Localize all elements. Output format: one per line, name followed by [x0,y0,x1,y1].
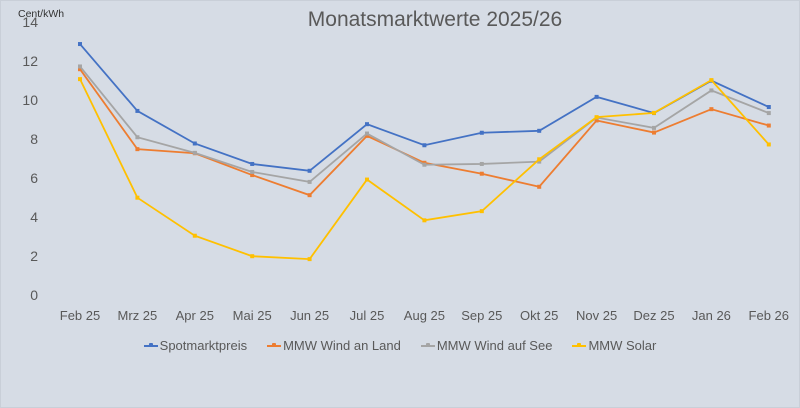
x-tick-label: Apr 25 [176,308,214,323]
y-axis-unit-label: Cent/kWh [18,8,65,20]
data-point-marker [766,111,771,116]
chart-title: Monatsmarktwerte 2025/26 [307,8,563,31]
data-point-marker [307,257,312,262]
legend-label: MMW Wind an Land [283,338,401,353]
data-point-marker [78,42,82,47]
y-tick-label: 2 [30,248,38,264]
data-point-marker [422,218,427,223]
data-point-marker [537,128,542,133]
series-line [79,68,770,197]
legend-line-marker-icon [420,343,435,347]
data-point-marker [78,77,82,82]
data-point-marker [766,123,771,128]
data-point-marker [422,162,427,167]
data-point-marker [135,147,140,152]
y-tick-label: 8 [30,131,38,147]
x-tick-label: Aug 25 [404,308,445,323]
x-tick-label: Jun 25 [290,308,329,323]
x-tick-label: Mai 25 [233,308,272,323]
data-point-marker [365,177,369,182]
data-point-marker [709,107,714,112]
data-point-marker [250,173,255,178]
data-point-marker [192,141,197,146]
y-tick-label: 14 [22,14,38,30]
y-tick-label: 12 [22,53,38,69]
legend-line-marker-icon [143,343,158,347]
y-tick-label: 0 [30,287,38,303]
data-point-marker [307,179,312,184]
legend-item: MMW Wind an Land [267,338,401,353]
x-tick-label: Jul 25 [350,308,385,323]
data-point-marker [365,133,369,138]
data-point-marker [479,171,484,176]
data-point-marker [766,142,771,147]
data-point-marker [594,94,599,99]
data-point-marker [479,130,484,135]
x-tick-label: Nov 25 [576,308,617,323]
data-point-marker [479,209,484,214]
data-point-marker [250,169,255,174]
x-tick-label: Okt 25 [520,308,558,323]
data-point-marker [422,143,427,148]
data-point-marker [135,108,140,113]
data-point-marker [709,78,714,83]
data-point-marker [135,195,140,200]
x-tick-label: Feb 26 [749,308,789,323]
legend-label: Spotmarktpreis [159,338,248,353]
y-tick-label: 6 [30,170,38,186]
data-point-marker [250,254,255,259]
data-point-marker [537,184,542,189]
y-tick-label: 4 [30,209,38,225]
data-point-marker [652,130,656,135]
data-point-marker [192,150,197,155]
data-point-marker [537,159,542,164]
legend-line-marker-icon [267,343,282,347]
x-tick-label: Jan 26 [692,308,731,323]
x-tick-label: Feb 25 [60,308,100,323]
data-point-marker [766,105,771,110]
data-point-marker [594,115,599,120]
legend: Spotmarktpreis MMW Wind an Land MMW Wind a… [0,338,800,353]
data-point-marker [307,168,312,173]
data-point-marker [365,122,369,127]
legend-label: MMW Wind auf See [436,338,553,353]
data-point-marker [709,88,714,93]
series-line [79,78,770,261]
legend-item: MMW Wind auf See [420,338,553,353]
data-point-marker [365,131,369,136]
data-point-marker [250,161,255,166]
legend-line-marker-icon [572,343,587,347]
legend-item: Spotmarktpreis [143,338,248,353]
data-point-marker [652,110,656,115]
data-point-marker [594,118,599,123]
series-mmw-wind-auf-see [78,64,771,184]
x-tick-label: Mrz 25 [118,308,158,323]
data-point-marker [135,135,140,140]
data-point-marker [537,157,542,162]
legend-label: MMW Solar [588,338,657,353]
legend-item: MMW Solar [572,338,656,353]
data-point-marker [192,233,197,238]
x-tick-label: Dez 25 [633,308,674,323]
data-point-marker [78,64,82,69]
data-point-marker [479,161,484,166]
data-point-marker [652,125,656,130]
data-point-marker [307,193,312,198]
x-tick-label: Sep 25 [461,308,502,323]
series-mmw-wind-an-land [78,67,771,198]
series-mmw-solar [78,77,771,262]
data-point-marker [78,67,82,72]
y-tick-label: 10 [22,92,38,108]
